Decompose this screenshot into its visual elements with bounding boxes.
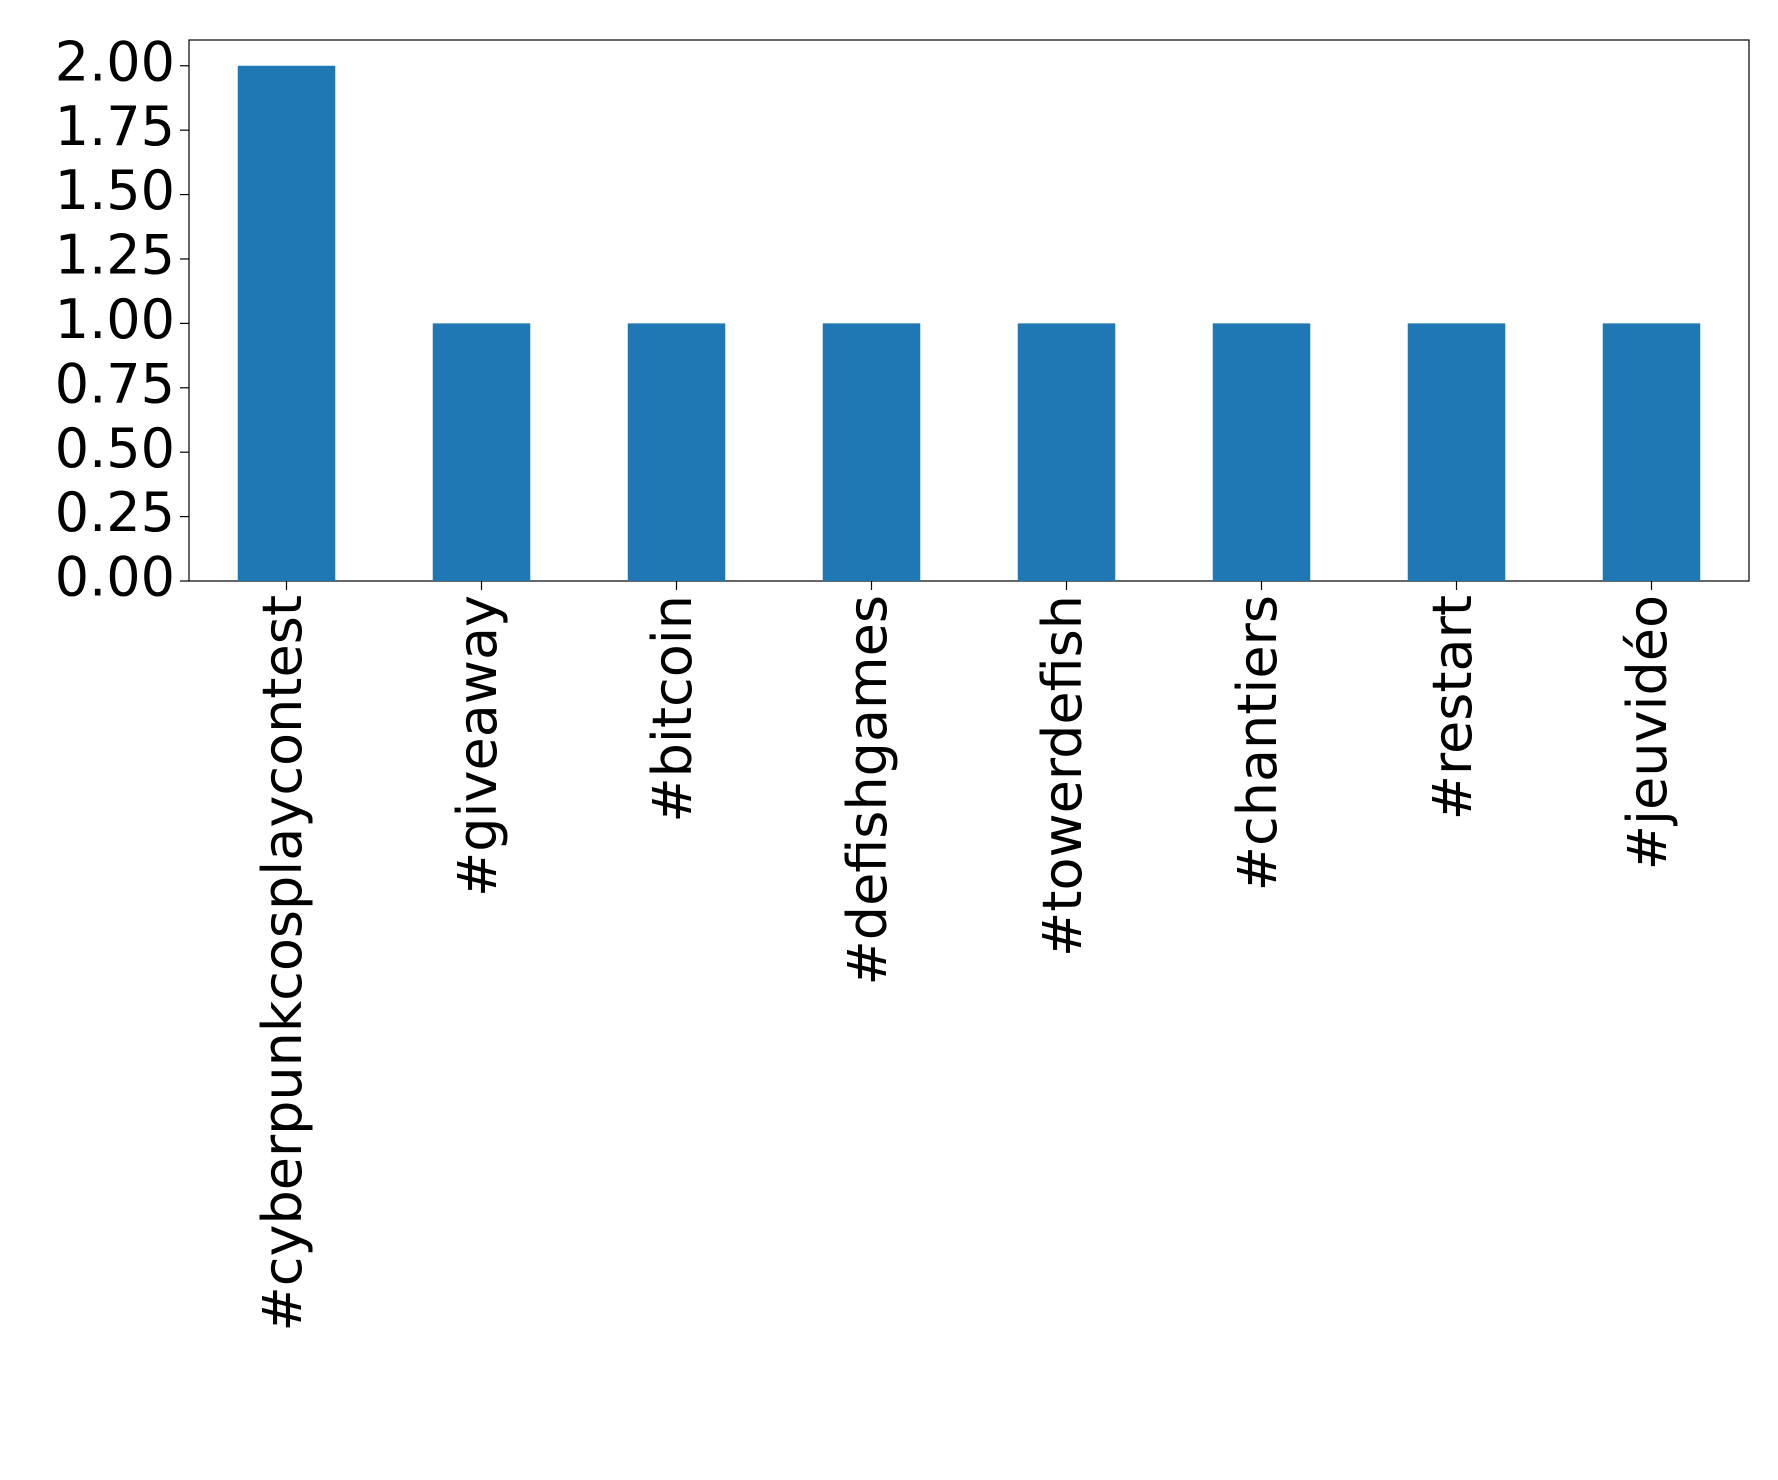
bar [432, 323, 531, 581]
bar [1212, 323, 1311, 581]
y-tick-label: 0.00 [55, 546, 175, 609]
y-tick-label: 1.75 [55, 95, 175, 158]
bar [1407, 323, 1506, 581]
y-tick-label: 2.00 [55, 30, 175, 93]
y-tick-label: 0.75 [55, 352, 175, 415]
bar [1017, 323, 1116, 581]
y-tick-label: 1.50 [55, 159, 175, 222]
y-tick-label: 1.00 [55, 288, 175, 351]
bar [1602, 323, 1701, 581]
bar [627, 323, 726, 581]
bar [822, 323, 921, 581]
bar [237, 65, 336, 581]
plot-frame [188, 39, 1750, 582]
x-tick-label: #towerdefish [1031, 595, 1094, 957]
y-tick-label: 0.25 [55, 481, 175, 544]
x-tick-label: #restart [1421, 595, 1484, 820]
x-tick-label: #bitcoin [641, 595, 704, 823]
x-tick-label: #cyberpunkcosplaycontest [251, 595, 314, 1331]
x-tick-label: #chantiers [1226, 595, 1289, 891]
x-tick-label: #defishgames [836, 595, 899, 985]
y-tick-label: 0.50 [55, 417, 175, 480]
x-tick-label: #giveaway [446, 595, 509, 897]
x-tick-label: #jeuvidéo [1616, 595, 1679, 870]
y-tick-label: 1.25 [55, 224, 175, 287]
